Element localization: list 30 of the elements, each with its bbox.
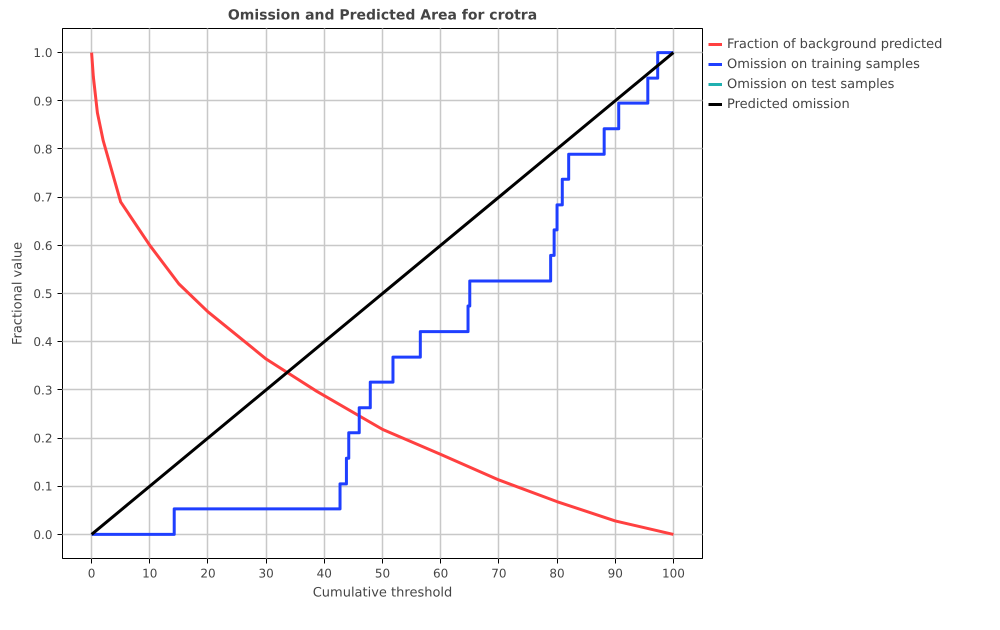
x-tick-label: 20 bbox=[200, 566, 216, 580]
y-tick-label: 0.2 bbox=[33, 432, 53, 446]
x-axis-title: Cumulative threshold bbox=[312, 586, 452, 600]
legend-label: Omission on training samples bbox=[727, 56, 920, 72]
legend-label: Fraction of background predicted bbox=[727, 36, 942, 52]
y-tick-label: 0.3 bbox=[33, 383, 53, 398]
y-tick-label: 0.4 bbox=[33, 335, 53, 350]
legend-label: Predicted omission bbox=[727, 96, 850, 112]
y-tick-label: 1.0 bbox=[33, 46, 53, 60]
line-series bbox=[90, 51, 675, 536]
y-tick-label: 0.6 bbox=[33, 238, 53, 253]
legend-label: Omission on test samples bbox=[727, 76, 894, 92]
x-tick-label: 70 bbox=[491, 566, 507, 580]
x-tick-label: 10 bbox=[142, 566, 158, 580]
y-tick-label: 0.5 bbox=[33, 287, 53, 301]
x-tick-label: 50 bbox=[374, 566, 390, 580]
x-tick-label: 60 bbox=[433, 566, 448, 580]
y-tick-label: 0.8 bbox=[33, 142, 53, 156]
y-axis-title: Fractional value bbox=[10, 242, 26, 346]
x-tick-label: 90 bbox=[608, 566, 623, 580]
x-tick-label: 0 bbox=[88, 566, 96, 580]
y-tick-label: 0.1 bbox=[33, 480, 53, 494]
x-tick-label: 80 bbox=[549, 566, 565, 580]
x-tick-label: 30 bbox=[258, 566, 274, 580]
chart-title: Omission and Predicted Area for crotra bbox=[228, 8, 538, 24]
y-tick-label: 0.7 bbox=[33, 190, 53, 205]
y-tick-label: 0.0 bbox=[33, 528, 53, 542]
x-tick-label: 100 bbox=[662, 566, 685, 580]
y-tick-label: 0.9 bbox=[33, 94, 53, 108]
x-tick-label: 40 bbox=[316, 566, 332, 580]
